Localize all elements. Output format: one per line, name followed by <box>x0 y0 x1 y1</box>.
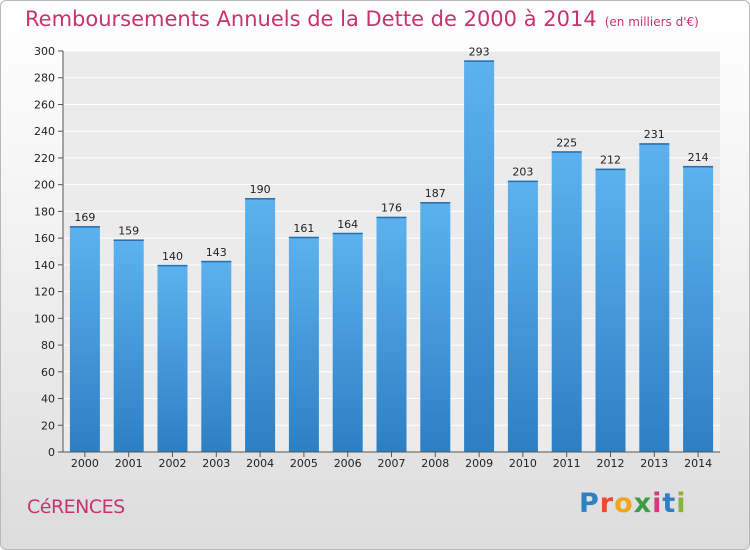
y-tick-label: 80 <box>41 339 55 352</box>
bar <box>201 260 232 452</box>
bar <box>595 168 626 453</box>
y-tick-label: 220 <box>34 152 55 165</box>
logo-letter: r <box>599 488 615 519</box>
y-tick-label: 100 <box>34 312 55 325</box>
bar-top-edge <box>157 264 188 267</box>
x-tick-label: 2013 <box>640 457 668 470</box>
logo-letter: P <box>579 488 600 519</box>
bar-top-edge <box>245 198 276 200</box>
bar-top-edge <box>69 226 100 228</box>
logo-letter: t <box>662 488 677 519</box>
data-label: 293 <box>469 45 490 58</box>
bar-top-edge <box>332 232 363 235</box>
y-tick-label: 260 <box>34 98 55 111</box>
data-label: 187 <box>425 187 446 200</box>
y-tick-label: 60 <box>41 366 55 379</box>
bar <box>464 60 495 453</box>
chart-title-text: Remboursements Annuels de la Dette de 20… <box>25 7 597 31</box>
x-tick-label: 2012 <box>597 457 625 470</box>
logo-letter: x <box>633 488 653 519</box>
x-tick-label: 2007 <box>378 457 406 470</box>
bar <box>157 264 188 452</box>
bar <box>245 198 276 452</box>
bar <box>113 239 144 452</box>
bar <box>507 180 538 452</box>
data-label: 169 <box>74 211 95 224</box>
data-label: 203 <box>512 166 533 179</box>
bar <box>69 226 100 452</box>
x-axis: 2000 2001 2002 2003 2004 2005 2006 2007 2008 2009… <box>63 451 720 470</box>
bar-top-edge <box>113 239 144 241</box>
logo-letter: i <box>652 488 663 519</box>
x-tick-label: 2009 <box>465 457 493 470</box>
bar <box>683 165 714 452</box>
y-tick-label: 160 <box>34 232 55 245</box>
data-label: 190 <box>250 183 271 196</box>
x-tick-label: 2014 <box>684 457 712 470</box>
bar-top-edge <box>551 151 582 153</box>
y-tick-label: 120 <box>34 286 55 299</box>
bar <box>420 202 451 452</box>
x-tick-label: 2005 <box>290 457 318 470</box>
x-tick-label: 2001 <box>115 457 143 470</box>
x-tick-label: 2010 <box>509 457 537 470</box>
data-label: 159 <box>118 224 139 237</box>
data-label: 143 <box>206 246 227 259</box>
chart-unit: (en milliers d'€) <box>604 15 699 29</box>
bar-top-edge <box>595 168 626 171</box>
data-label: 140 <box>162 250 183 263</box>
data-label: 231 <box>644 128 665 141</box>
data-label: 214 <box>688 151 709 164</box>
y-tick-label: 300 <box>34 45 55 58</box>
chart-title: Remboursements Annuels de la Dette de 20… <box>25 7 699 31</box>
x-tick-label: 2004 <box>246 457 274 470</box>
y-tick-label: 0 <box>48 446 55 459</box>
bar <box>639 143 670 453</box>
bar-top-edge <box>376 216 407 219</box>
data-label: 176 <box>381 202 402 215</box>
y-tick-label: 240 <box>34 125 55 138</box>
proxiti-logo: Proxiti <box>579 488 687 519</box>
commune-name: CéRENCES <box>27 496 125 518</box>
bar <box>551 151 582 452</box>
y-tick-label: 140 <box>34 259 55 272</box>
bar-top-edge <box>683 165 714 168</box>
data-label: 212 <box>600 154 621 167</box>
bar <box>376 216 407 452</box>
bar-top-edge <box>201 260 232 263</box>
y-tick-label: 40 <box>41 393 55 406</box>
data-label: 161 <box>293 222 314 235</box>
x-tick-label: 2011 <box>553 457 581 470</box>
bar-top-edge <box>288 236 319 239</box>
y-tick-label: 20 <box>41 419 55 432</box>
bar-top-edge <box>507 180 538 183</box>
bar <box>288 236 319 452</box>
x-tick-label: 2003 <box>202 457 230 470</box>
y-tick-label: 180 <box>34 205 55 218</box>
y-tick-label: 200 <box>34 179 55 192</box>
x-tick-label: 2006 <box>334 457 362 470</box>
x-tick-label: 2008 <box>421 457 449 470</box>
bars: 169 159 140 143 190 161 164 176 187 293 203 225 212 2… <box>69 45 714 453</box>
bar <box>332 232 363 452</box>
x-tick-label: 2002 <box>159 457 187 470</box>
data-label: 225 <box>556 136 577 149</box>
bar-top-edge <box>420 202 451 204</box>
y-tick-label: 280 <box>34 72 55 85</box>
data-label: 164 <box>337 218 358 231</box>
bar-top-edge <box>639 143 670 145</box>
bar-top-edge <box>464 60 495 62</box>
x-tick-label: 2000 <box>71 457 99 470</box>
y-axis: 0 20 40 60 80 100 120 140 160 180 200 220 240 260 280 3… <box>34 45 64 459</box>
logo-letter: o <box>614 488 634 519</box>
logo-letter: i <box>676 488 687 519</box>
